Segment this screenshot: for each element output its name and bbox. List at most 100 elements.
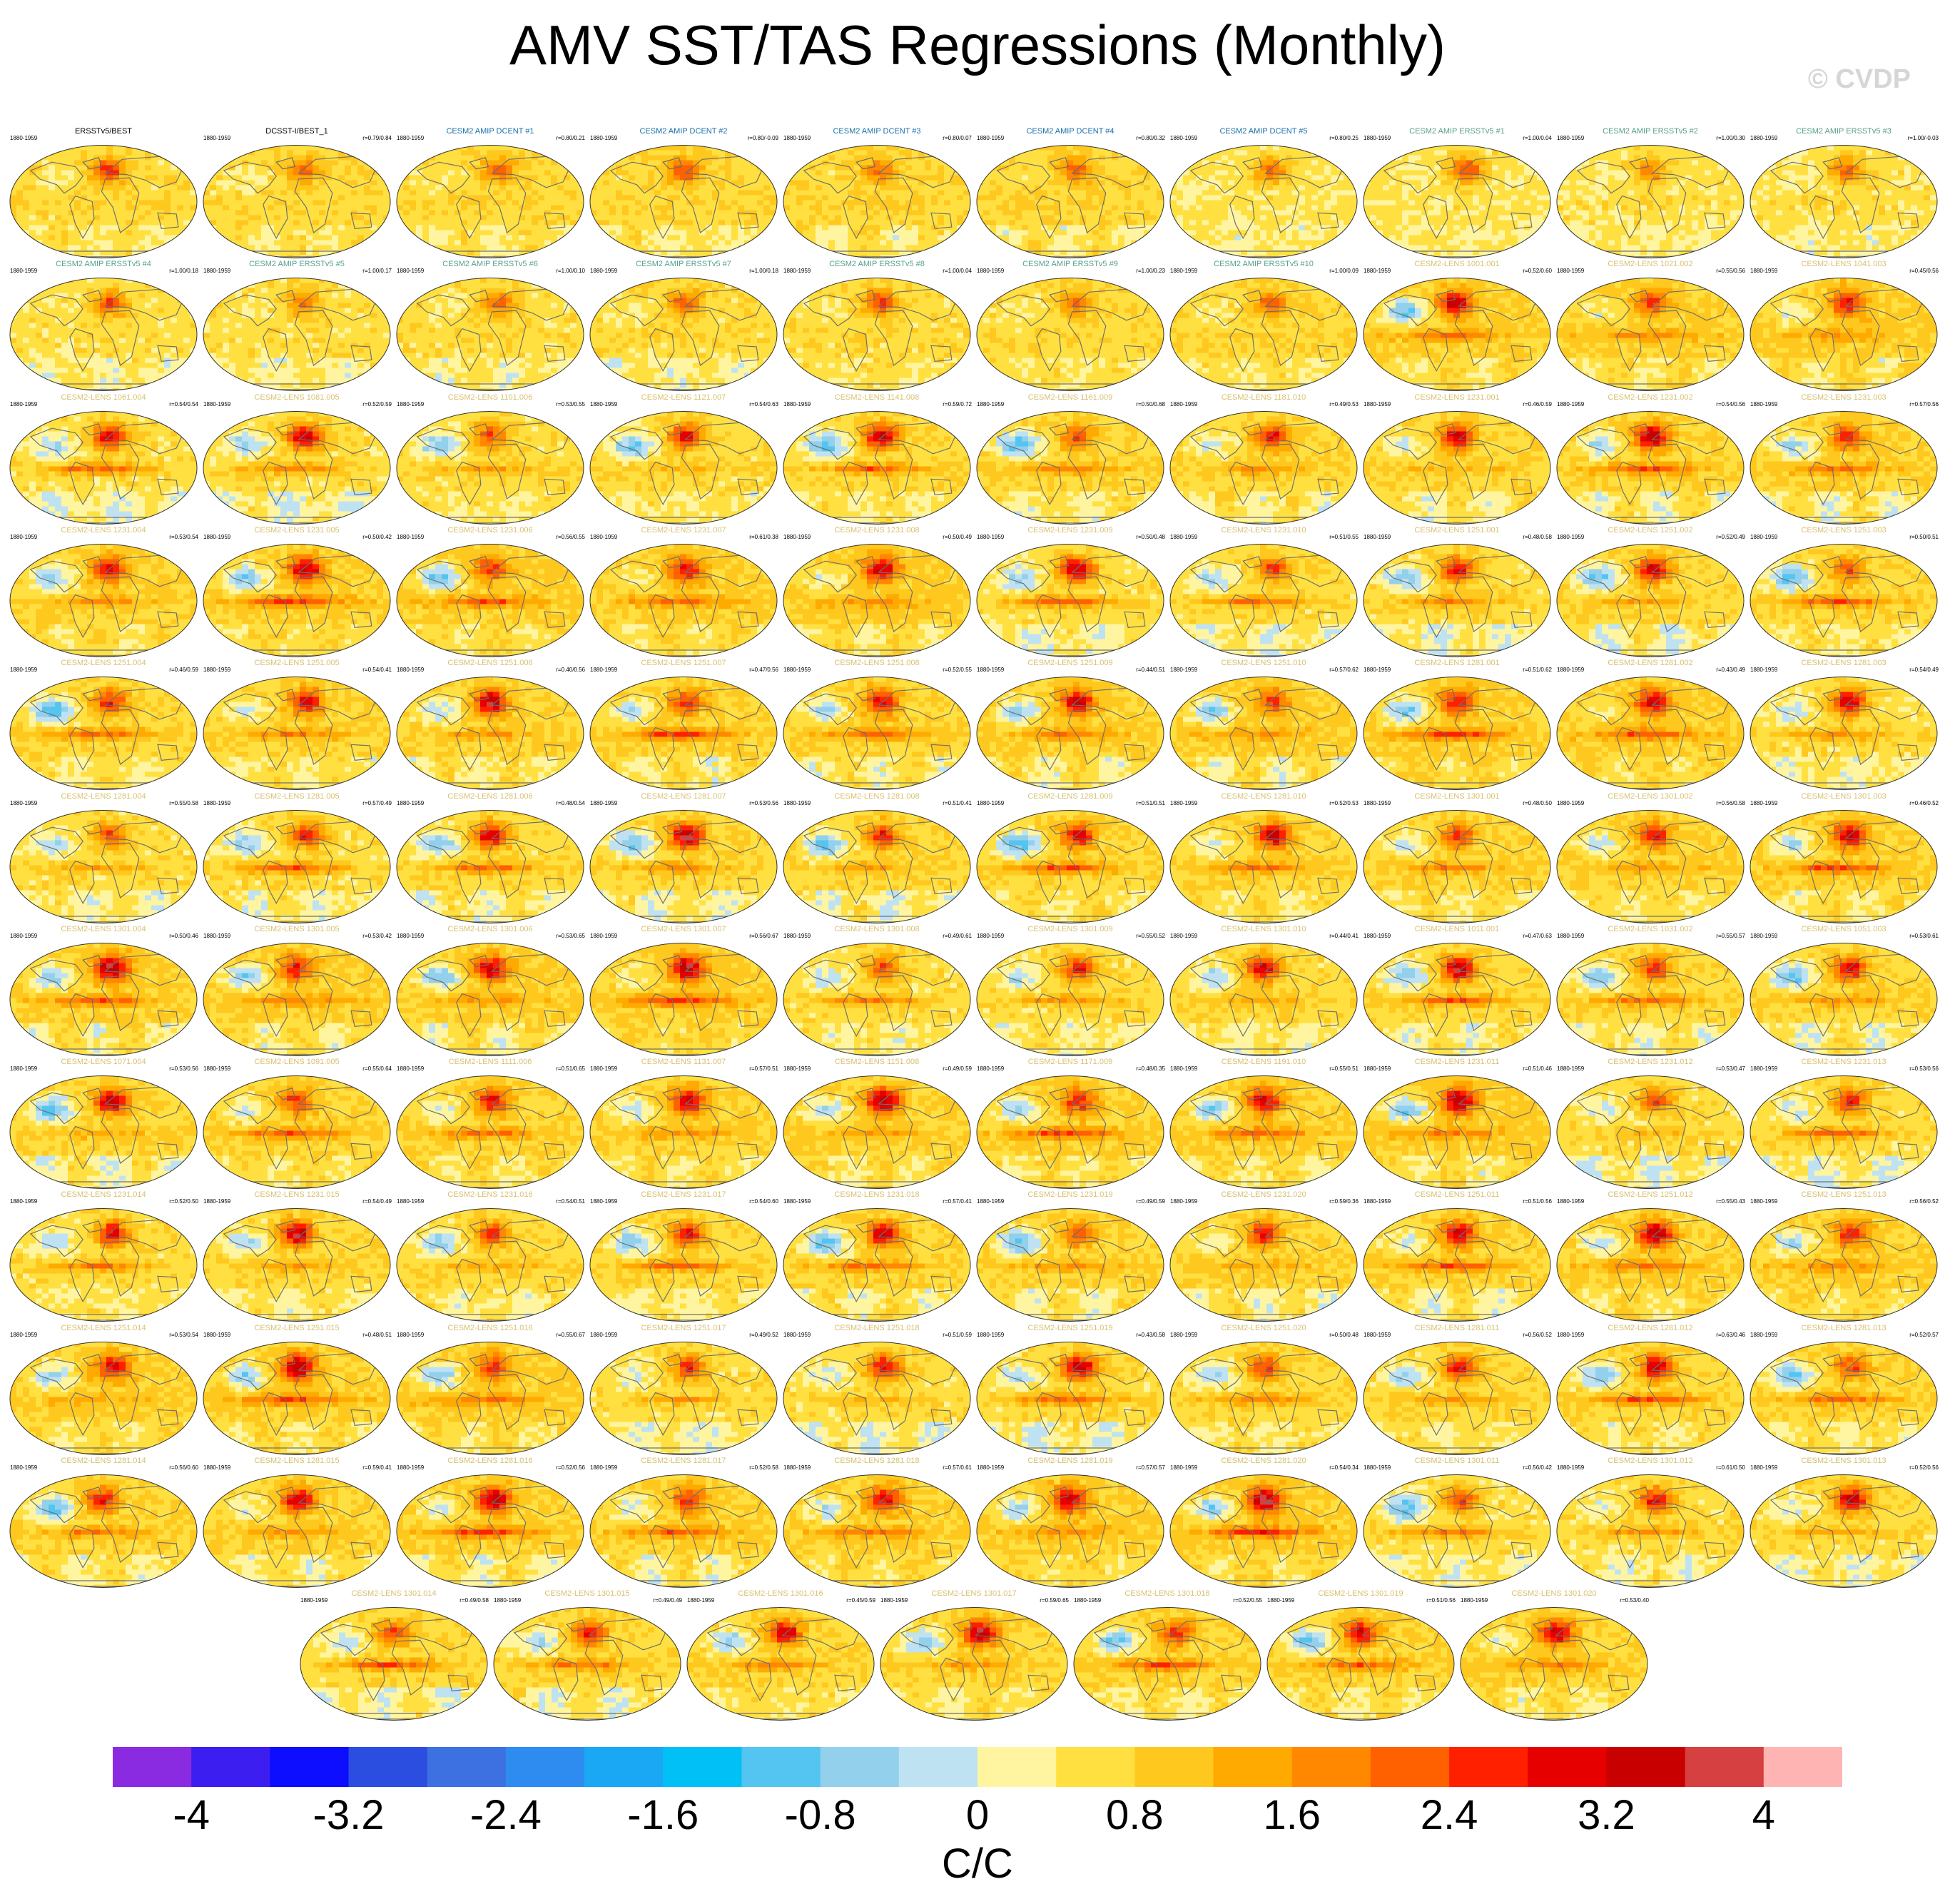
regression-map (974, 540, 1167, 658)
map-panel: CESM2-LENS 1161.009 1880-1959 r=0.50/0.68 (974, 393, 1167, 525)
regression-map (1167, 1205, 1360, 1322)
map-panel: CESM2-LENS 1301.020 1880-1959 r=0.53/0.40 (1458, 1589, 1650, 1721)
map-panel: CESM2-LENS 1231.006 1880-1959 r=0.56/0.55 (394, 526, 586, 658)
map-panel: CESM2 AMIP ERSSTv5 #10 1880-1959 r=1.00/0.… (1167, 260, 1360, 392)
map-panel: CESM2 AMIP ERSSTv5 #6 1880-1959 r=1.00/0.1… (394, 260, 586, 392)
regression-map (587, 673, 780, 791)
colorbar-tick-label: -4 (120, 1793, 263, 1838)
regression-map (781, 673, 973, 791)
regression-map (200, 806, 393, 924)
map-panel: ERSSTv5/BEST 1880-1959 (7, 127, 200, 259)
regression-map (1747, 1471, 1940, 1589)
regression-map (1747, 1338, 1940, 1456)
colorbar-swatch (1371, 1747, 1450, 1787)
regression-map (974, 407, 1167, 525)
regression-map (7, 540, 200, 658)
colorbar-swatch (1764, 1747, 1842, 1787)
map-panel: CESM2-LENS 1301.014 1880-1959 r=0.49/0.58 (298, 1589, 490, 1721)
colorbar-swatch (1528, 1747, 1607, 1787)
regression-map (394, 1072, 586, 1190)
regression-map (781, 1072, 973, 1190)
regression-map (1361, 1205, 1553, 1322)
regression-map (1167, 141, 1360, 259)
map-panel: CESM2-LENS 1281.016 1880-1959 r=0.52/0.56 (394, 1457, 586, 1589)
map-panel: CESM2-LENS 1251.016 1880-1959 r=0.55/0.67 (394, 1324, 586, 1456)
regression-map (587, 806, 780, 924)
regression-map (587, 141, 780, 259)
regression-map (7, 939, 200, 1057)
map-panel: CESM2-LENS 1301.016 1880-1959 r=0.45/0.59 (684, 1589, 877, 1721)
map-panel: CESM2-LENS 1251.001 1880-1959 r=0.48/0.58 (1361, 526, 1553, 658)
map-panel: CESM2-LENS 1281.008 1880-1959 r=0.51/0.41 (781, 792, 973, 924)
map-panel: CESM2-LENS 1231.009 1880-1959 r=0.50/0.48 (974, 526, 1167, 658)
colorbar-tick-label: 2.4 (1378, 1793, 1520, 1838)
regression-map (1361, 1072, 1553, 1190)
regression-map (394, 673, 586, 791)
map-panel: CESM2-LENS 1281.007 1880-1959 r=0.53/0.56 (587, 792, 780, 924)
regression-map (394, 274, 586, 392)
map-panel: CESM2-LENS 1251.007 1880-1959 r=0.47/0.56 (587, 659, 780, 791)
colorbar-tick-label: -1.6 (591, 1793, 734, 1838)
map-panel: CESM2 AMIP DCENT #5 1880-1959 r=0.80/0.25 (1167, 127, 1360, 259)
regression-map (1361, 673, 1553, 791)
regression-map (781, 806, 973, 924)
colorbar-swatch (741, 1747, 821, 1787)
regression-map (394, 806, 586, 924)
map-panel: CESM2 AMIP ERSSTv5 #1 1880-1959 r=1.00/0.0… (1361, 127, 1553, 259)
regression-map (1361, 540, 1553, 658)
regression-map (1747, 407, 1940, 525)
map-panel: CESM2-LENS 1091.005 1880-1959 r=0.55/0.64 (200, 1058, 393, 1190)
map-panel: CESM2-LENS 1031.002 1880-1959 r=0.55/0.57 (1554, 925, 1747, 1057)
map-panel: CESM2 AMIP DCENT #2 1880-1959 r=0.80/-0.09 (587, 127, 780, 259)
map-panel: CESM2-LENS 1231.007 1880-1959 r=0.61/0.38 (587, 526, 780, 658)
regression-map (7, 1205, 200, 1322)
map-panel: CESM2-LENS 1121.007 1880-1959 r=0.54/0.63 (587, 393, 780, 525)
map-panel: CESM2-LENS 1301.001 1880-1959 r=0.48/0.50 (1361, 792, 1553, 924)
map-panel: CESM2-LENS 1301.018 1880-1959 r=0.52/0.55 (1071, 1589, 1264, 1721)
regression-map (200, 141, 393, 259)
map-panel: CESM2-LENS 1251.020 1880-1959 r=0.50/0.48 (1167, 1324, 1360, 1456)
map-panel: CESM2-LENS 1301.017 1880-1959 r=0.59/0.65 (878, 1589, 1070, 1721)
map-panel: CESM2-LENS 1051.003 1880-1959 r=0.53/0.61 (1747, 925, 1940, 1057)
colorbar-swatch (1214, 1747, 1293, 1787)
map-panel: CESM2-LENS 1301.019 1880-1959 r=0.51/0.56 (1264, 1589, 1457, 1721)
regression-map (1167, 540, 1360, 658)
map-panel: CESM2 AMIP ERSSTv5 #9 1880-1959 r=1.00/0.2… (974, 260, 1167, 392)
map-panel: CESM2-LENS 1301.005 1880-1959 r=0.53/0.42 (200, 925, 393, 1057)
colorbar-swatch (821, 1747, 900, 1787)
colorbar-swatch (427, 1747, 507, 1787)
map-panel: CESM2-LENS 1301.010 1880-1959 r=0.44/0.41 (1167, 925, 1360, 1057)
map-panel: CESM2-LENS 1301.012 1880-1959 r=0.61/0.50 (1554, 1457, 1747, 1589)
map-panel: CESM2-LENS 1231.017 1880-1959 r=0.54/0.60 (587, 1190, 780, 1322)
map-panel: CESM2-LENS 1171.009 1880-1959 r=0.48/0.35 (974, 1058, 1167, 1190)
regression-map (1747, 141, 1940, 259)
regression-map (491, 1604, 684, 1721)
regression-map (200, 1338, 393, 1456)
map-panel: CESM2 AMIP DCENT #1 1880-1959 r=0.80/0.21 (394, 127, 586, 259)
regression-map (394, 407, 586, 525)
colorbar-tick-label: -0.8 (749, 1793, 892, 1838)
map-panel: CESM2-LENS 1001.001 1880-1959 r=0.52/0.60 (1361, 260, 1553, 392)
map-panel: CESM2 AMIP ERSSTv5 #3 1880-1959 r=1.00/-0.… (1747, 127, 1940, 259)
regression-map (298, 1604, 490, 1721)
map-panel: CESM2-LENS 1281.009 1880-1959 r=0.51/0.51 (974, 792, 1167, 924)
regression-map (1264, 1604, 1457, 1721)
map-panel: CESM2-LENS 1251.008 1880-1959 r=0.52/0.55 (781, 659, 973, 791)
map-panel: CESM2-LENS 1251.015 1880-1959 r=0.48/0.51 (200, 1324, 393, 1456)
map-panel: CESM2-LENS 1281.019 1880-1959 r=0.57/0.57 (974, 1457, 1167, 1589)
map-panel: CESM2-LENS 1251.011 1880-1959 r=0.51/0.56 (1361, 1190, 1553, 1322)
regression-map (587, 1072, 780, 1190)
regression-map (587, 1338, 780, 1456)
regression-map (684, 1604, 877, 1721)
regression-map (1554, 274, 1747, 392)
regression-map (7, 673, 200, 791)
map-panel: CESM2-LENS 1251.014 1880-1959 r=0.53/0.54 (7, 1324, 200, 1456)
colorbar-tick-label: -3.2 (278, 1793, 420, 1838)
colorbar-tick-label: 0 (906, 1793, 1049, 1838)
regression-map (974, 274, 1167, 392)
regression-map (974, 141, 1167, 259)
regression-map (974, 1471, 1167, 1589)
map-panel: CESM2-LENS 1231.016 1880-1959 r=0.54/0.51 (394, 1190, 586, 1322)
regression-map (200, 939, 393, 1057)
map-panel: CESM2-LENS 1281.013 1880-1959 r=0.52/0.57 (1747, 1324, 1940, 1456)
